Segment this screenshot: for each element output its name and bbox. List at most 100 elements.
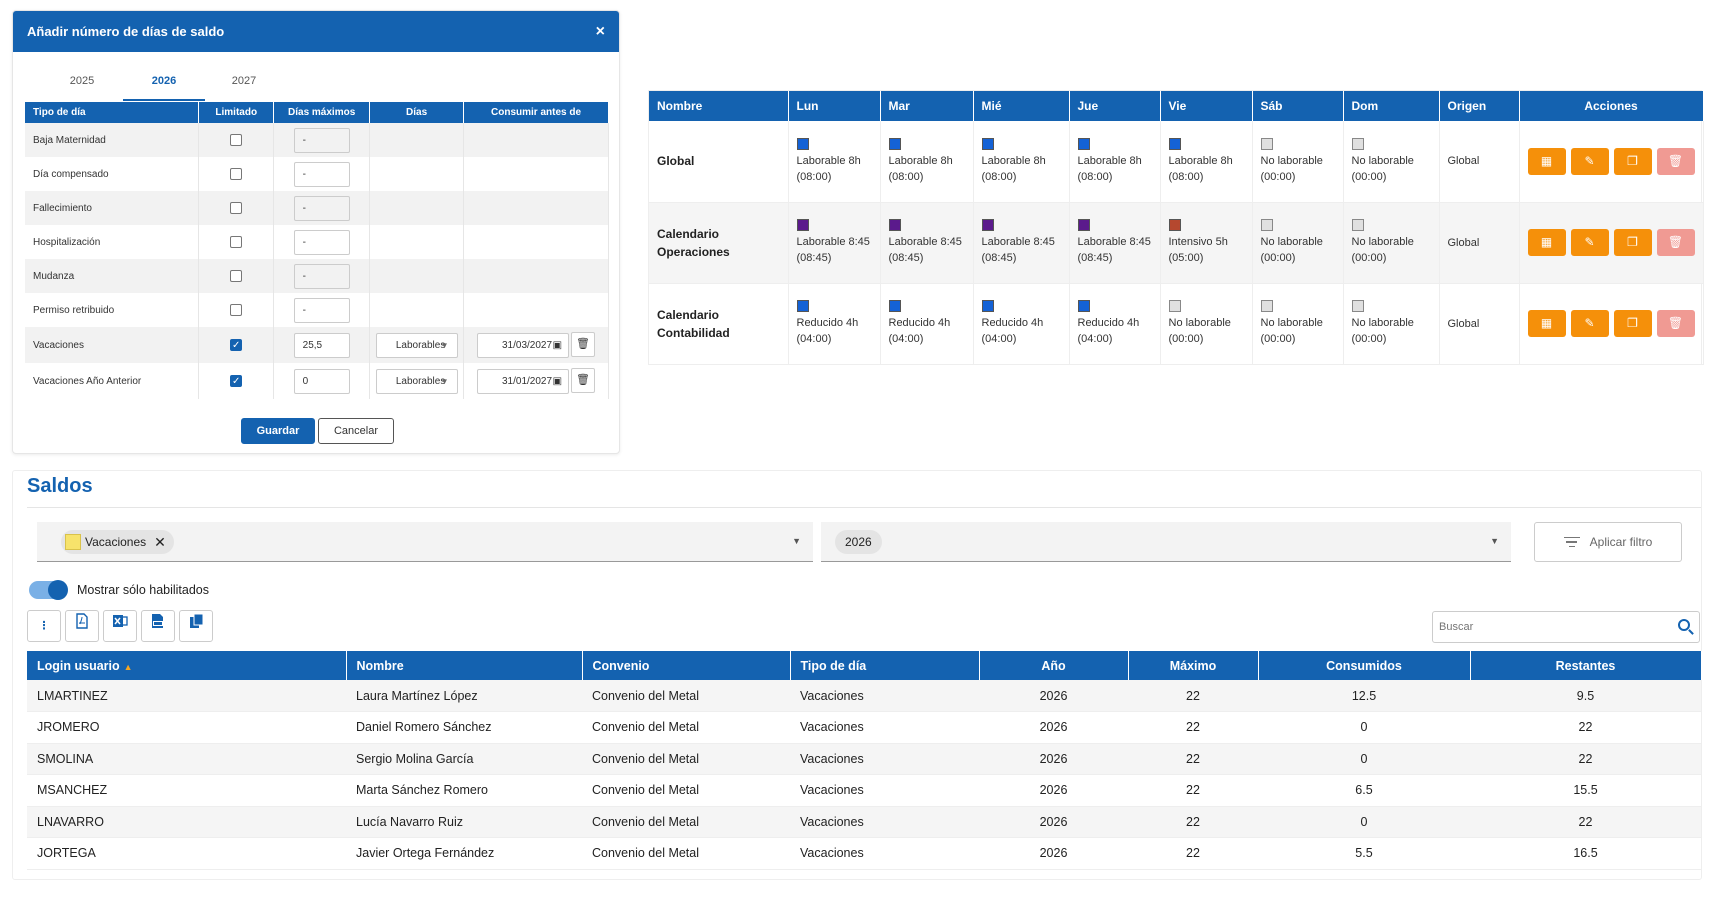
max-days-input[interactable]: -: [293, 195, 350, 221]
limited-checkbox[interactable]: [230, 236, 243, 248]
max-days-input[interactable]: 0: [293, 368, 350, 394]
day-color-swatch: [888, 137, 901, 150]
day-cell: Laborable 8h (08:00): [788, 121, 881, 203]
day-text: Laborable 8h (08:00): [1169, 153, 1252, 185]
calendar-icon[interactable]: ▣: [552, 339, 563, 351]
edit-icon[interactable]: ✎: [1570, 310, 1609, 337]
cell-consumidos: 0: [1258, 743, 1470, 775]
search-icon[interactable]: [1678, 619, 1690, 631]
column-header-9: Acciones: [1519, 91, 1704, 121]
limited-checkbox[interactable]: [230, 168, 243, 180]
save-button[interactable]: Guardar: [241, 418, 315, 444]
consume-before-cell: 31/03/2027 ▣ 🗑: [463, 327, 609, 363]
column-header-anio[interactable]: Año: [979, 651, 1129, 680]
calendar-icon[interactable]: ▦: [1527, 147, 1566, 175]
calendar-icon[interactable]: ▦: [1527, 229, 1566, 256]
cell-consumidos: 6.5: [1258, 774, 1470, 807]
balances-table: Login usuario ▲ Nombre Convenio Tipo de d…: [27, 651, 1702, 870]
copy-icon[interactable]: [179, 610, 213, 642]
cell-convenio: Convenio del Metal: [582, 680, 790, 712]
pdf-icon[interactable]: [65, 610, 99, 642]
tab-2026[interactable]: 2026: [123, 71, 205, 101]
day-hours: (00:00): [1260, 333, 1296, 345]
day-color-swatch: [1351, 300, 1364, 312]
max-days-input[interactable]: -: [293, 127, 350, 153]
more-vertical-icon[interactable]: ⋮: [27, 610, 61, 642]
column-header-tipo-dia[interactable]: Tipo de día: [790, 651, 980, 680]
trash-icon[interactable]: 🗑: [1656, 147, 1695, 175]
limited-checkbox[interactable]: [230, 270, 243, 282]
apply-filter-button[interactable]: Aplicar filtro: [1534, 522, 1682, 562]
actions-group: ▦ ✎ ❐ 🗑: [1520, 147, 1703, 175]
days-select-value: Laborables: [395, 339, 446, 351]
column-header-nombre[interactable]: Nombre: [346, 651, 583, 680]
copy-icon[interactable]: ❐: [1613, 147, 1652, 175]
column-header-3: Mié: [973, 91, 1070, 121]
max-days-input[interactable]: -: [293, 263, 350, 289]
only-enabled-toggle[interactable]: [29, 580, 68, 600]
actions-cell: ▦ ✎ ❐ 🗑: [1519, 121, 1704, 203]
consume-before-cell: [463, 259, 609, 293]
saldos-title: Saldos: [27, 475, 93, 497]
max-days-cell: -: [273, 259, 371, 293]
day-label: Laborable 8:45: [796, 236, 870, 248]
close-icon[interactable]: ✕: [154, 533, 166, 550]
day-type-filter-select[interactable]: Vacaciones ✕ ▼: [37, 522, 813, 562]
consume-before-date-input[interactable]: 31/03/2027 ▣: [477, 332, 570, 358]
year-filter-select[interactable]: 2026 ▼: [821, 522, 1511, 562]
edit-icon[interactable]: ✎: [1570, 147, 1609, 175]
column-header-login[interactable]: Login usuario ▲: [27, 651, 347, 680]
days-select[interactable]: Laborables ▼: [375, 368, 458, 394]
calendar-icon[interactable]: ▣: [552, 375, 563, 387]
limited-checkbox[interactable]: ✓: [230, 375, 243, 387]
trash-icon[interactable]: 🗑: [1656, 310, 1695, 337]
trash-icon[interactable]: 🗑: [1656, 229, 1695, 256]
chevron-down-icon: ▼: [440, 376, 449, 386]
tab-2025[interactable]: 2025: [69, 75, 95, 87]
max-days-input[interactable]: -: [293, 229, 350, 255]
consume-before-date-input[interactable]: 31/01/2027 ▣: [477, 368, 570, 394]
days-select[interactable]: Laborables ▼: [375, 332, 458, 358]
table-row[interactable]: JROMERO Daniel Romero Sánchez Convenio del…: [27, 711, 1701, 744]
limited-checkbox[interactable]: [230, 202, 243, 214]
cancel-button[interactable]: Cancelar: [318, 418, 394, 444]
apply-filter-label: Aplicar filtro: [1589, 535, 1653, 549]
copy-icon[interactable]: ❐: [1613, 310, 1652, 337]
limited-checkbox[interactable]: [230, 304, 243, 316]
close-icon[interactable]: ×: [595, 22, 605, 40]
cell-tipo: Vacaciones: [790, 680, 979, 712]
tab-2027[interactable]: 2027: [231, 75, 257, 87]
column-header-1: Lun: [788, 91, 881, 121]
csv-icon[interactable]: [141, 610, 175, 642]
column-header-dias: Días: [369, 102, 465, 123]
calendar-icon[interactable]: ▦: [1527, 310, 1566, 337]
limited-checkbox[interactable]: ✓: [230, 339, 243, 351]
search-input[interactable]: [1433, 612, 1653, 642]
column-header-tipo: Tipo de día: [25, 102, 200, 123]
cell-nombre: Daniel Romero Sánchez: [346, 711, 582, 744]
limited-checkbox[interactable]: [230, 134, 243, 146]
max-days-input[interactable]: 25,5: [293, 332, 350, 358]
column-header-convenio[interactable]: Convenio: [582, 651, 791, 680]
add-balance-days-dialog: Añadir número de días de saldo × 2025 20…: [12, 10, 620, 454]
table-row[interactable]: SMOLINA Sergio Molina García Convenio del …: [27, 743, 1701, 775]
column-header-maximo[interactable]: Máximo: [1128, 651, 1259, 680]
max-days-input[interactable]: -: [293, 297, 350, 323]
column-header-consumidos[interactable]: Consumidos: [1258, 651, 1471, 680]
table-row[interactable]: LNAVARRO Lucía Navarro Ruiz Convenio del M…: [27, 806, 1701, 838]
filter-icon: [1563, 534, 1580, 551]
max-days-input[interactable]: -: [293, 161, 350, 187]
trash-icon[interactable]: 🗑: [571, 332, 596, 358]
date-value: 31/01/2027: [502, 375, 553, 387]
copy-icon[interactable]: ❐: [1613, 229, 1652, 256]
table-row[interactable]: MSANCHEZ Marta Sánchez Romero Convenio del…: [27, 774, 1701, 807]
edit-icon[interactable]: ✎: [1570, 229, 1609, 256]
day-type-name: Hospitalización: [25, 225, 200, 259]
table-row[interactable]: JORTEGA Javier Ortega Fernández Convenio d…: [27, 837, 1701, 870]
trash-icon[interactable]: 🗑: [571, 368, 596, 394]
day-cell: Reducido 4h (04:00): [973, 283, 1070, 365]
excel-icon[interactable]: [103, 610, 137, 642]
table-row[interactable]: LMARTINEZ Laura Martínez López Convenio de…: [27, 680, 1701, 712]
column-header-restantes[interactable]: Restantes: [1470, 651, 1702, 680]
cell-max: 22: [1128, 837, 1258, 870]
